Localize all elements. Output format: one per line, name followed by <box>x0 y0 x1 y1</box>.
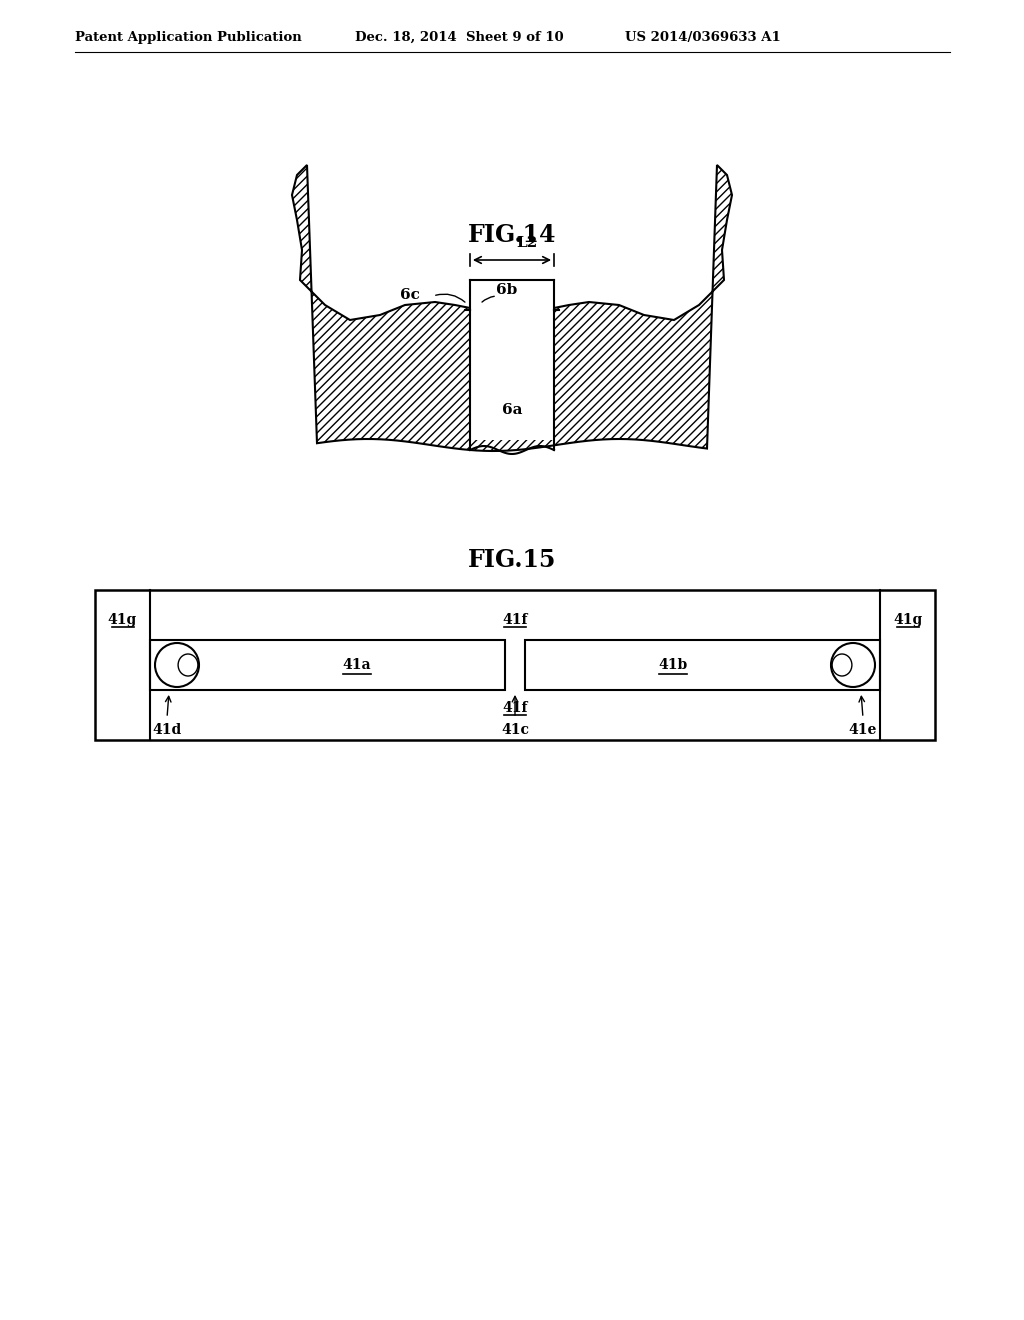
Text: 6c: 6c <box>400 288 420 302</box>
Text: 41f: 41f <box>502 612 527 627</box>
Text: FIG.14: FIG.14 <box>468 223 556 247</box>
Bar <box>95 590 935 741</box>
Bar <box>150 640 505 690</box>
Polygon shape <box>470 305 554 440</box>
Text: Patent Application Publication: Patent Application Publication <box>75 30 302 44</box>
Text: 41e: 41e <box>849 723 878 737</box>
Text: L2: L2 <box>516 236 538 249</box>
Text: 41c: 41c <box>501 723 529 737</box>
Text: 41g: 41g <box>893 612 923 627</box>
Text: US 2014/0369633 A1: US 2014/0369633 A1 <box>625 30 780 44</box>
Text: 41g: 41g <box>108 612 137 627</box>
Polygon shape <box>292 165 732 451</box>
Text: FIG.15: FIG.15 <box>468 548 556 572</box>
Text: 41b: 41b <box>658 657 688 672</box>
Text: 6b: 6b <box>497 282 517 297</box>
Text: Dec. 18, 2014  Sheet 9 of 10: Dec. 18, 2014 Sheet 9 of 10 <box>355 30 563 44</box>
Text: 41a: 41a <box>343 657 372 672</box>
Text: 41f: 41f <box>502 701 527 715</box>
Text: 6a: 6a <box>502 403 522 417</box>
Text: 41d: 41d <box>153 723 181 737</box>
Bar <box>525 640 880 690</box>
